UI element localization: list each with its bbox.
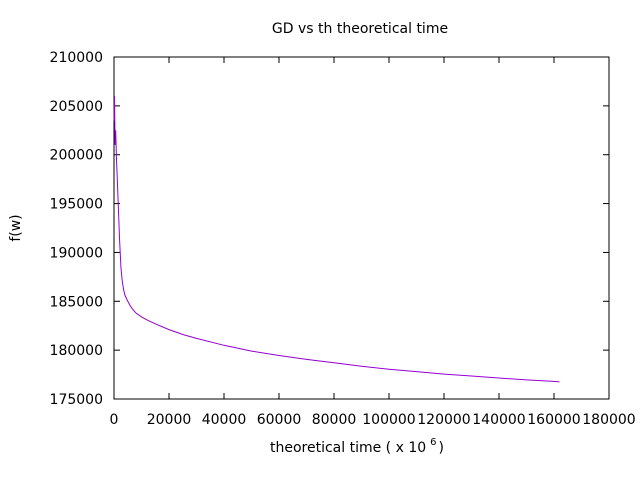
x-tick-label: 60000 xyxy=(257,412,302,428)
y-tick-label: 190000 xyxy=(50,245,103,261)
series-line xyxy=(113,96,560,383)
x-tick-label: 100000 xyxy=(362,412,415,428)
plot-border xyxy=(113,56,610,400)
x-tick-label: 80000 xyxy=(312,412,357,428)
y-axis-label: f(w) xyxy=(8,214,24,241)
x-axis-label-suffix: ) xyxy=(439,440,444,456)
y-tick-label: 180000 xyxy=(50,343,103,359)
x-tick-label: 0 xyxy=(110,412,119,428)
y-tick-label: 210000 xyxy=(50,50,103,66)
y-tick-label: 185000 xyxy=(50,294,103,310)
y-tick-label: 195000 xyxy=(50,197,103,213)
y-tick-label: 205000 xyxy=(50,99,103,115)
y-tick-label: 175000 xyxy=(50,392,103,408)
x-tick-label: 180000 xyxy=(582,412,635,428)
y-axis-ticks: 175000 180000 185000 190000 195000 200000 2050… xyxy=(50,50,609,408)
x-tick-label: 40000 xyxy=(202,412,247,428)
x-tick-label: 140000 xyxy=(472,412,525,428)
x-tick-label: 20000 xyxy=(147,412,192,428)
chart-title: GD vs th theoretical time xyxy=(272,21,448,37)
y-tick-label: 200000 xyxy=(50,148,103,164)
x-axis-label-exponent: 6 xyxy=(430,437,436,448)
x-axis-label: theoretical time ( x 10 6) xyxy=(270,437,444,456)
x-tick-label: 160000 xyxy=(527,412,580,428)
x-axis-label-text: theoretical time ( x 10 xyxy=(270,440,426,456)
x-axis-ticks: 0 20000 40000 60000 80000 100000 120000 140000 1… xyxy=(110,57,636,428)
x-tick-label: 120000 xyxy=(417,412,470,428)
axes xyxy=(113,56,610,400)
